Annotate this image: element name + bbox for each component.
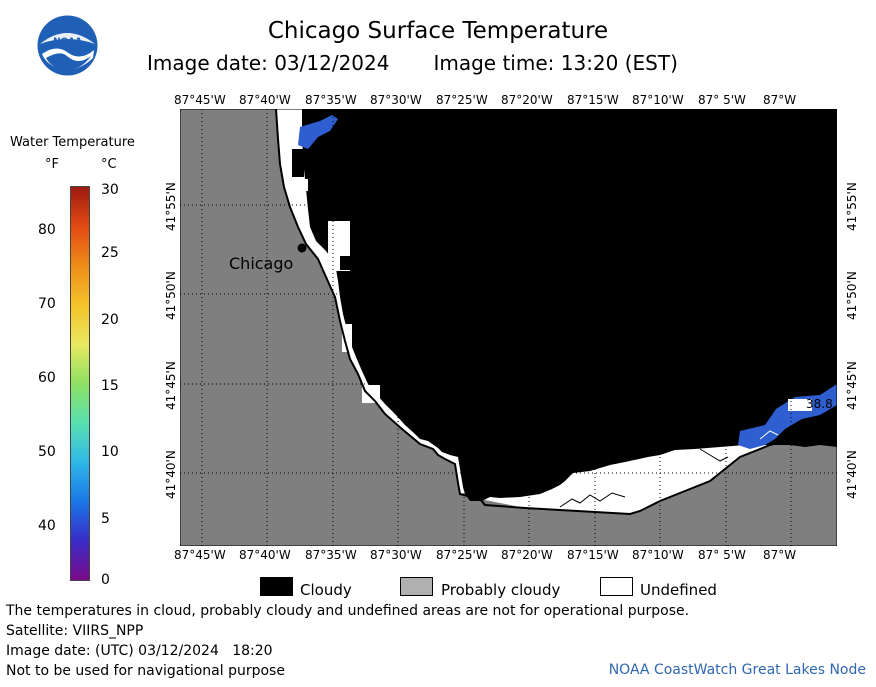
navigation-warning: Not to be used for navigational purpose [6,663,285,679]
longitude-label-bottom: 87°25'W [436,548,488,562]
longitude-label-top: 87°15'W [567,93,619,107]
longitude-label-top: 87°35'W [305,93,357,107]
water-pixels-east [738,384,837,449]
latitude-label-right: 41°55'N [845,182,859,231]
longitude-label-top: 87°30'W [370,93,422,107]
longitude-label-bottom: 87°15'W [567,548,619,562]
shoreline [275,109,837,516]
color-scale-bar [70,186,90,581]
latitude-label-right: 41°50'N [845,271,859,320]
longitude-label-bottom: 87°20'W [501,548,553,562]
legend-label-probably-cloudy: Probably cloudy [441,581,561,599]
temperature-value-label: 38.8 [806,397,833,411]
latitude-label-left: 41°40'N [164,450,178,499]
temperature-map: Chicago 38.8 [180,109,837,546]
longitude-label-top: 87° 5'W [698,93,746,107]
latitude-label-left: 41°55'N [164,182,178,231]
longitude-label-bottom: 87°40'W [239,548,291,562]
utc-date-text: Image date: (UTC) 03/12/2024 18:20 [6,643,273,659]
longitude-label-top: 87°45'W [174,93,226,107]
colorbar-f-tick: 70 [38,296,56,312]
satellite-text: Satellite: VIIRS_NPP [6,623,144,639]
legend-swatch-probably-cloudy [400,577,433,596]
latitude-label-right: 41°45'N [845,361,859,410]
noaa-logo-text: NOAA [53,37,82,47]
latitude-label-left: 41°45'N [164,361,178,410]
colorbar-f-tick: 40 [38,518,56,534]
latitude-label-right: 41°40'N [845,450,859,499]
legend-swatch-cloudy [260,577,293,596]
colorbar-f-tick: 60 [38,370,56,386]
water-pixels-north [298,115,338,149]
colorbar-f-tick: 80 [38,222,56,238]
latitude-label-left: 41°50'N [164,271,178,320]
legend-label-undefined: Undefined [640,581,717,599]
image-time: Image time: 13:20 (EST) [433,51,678,75]
colorbar-c-tick: 20 [101,312,119,328]
colorbar-title: Water Temperature [10,135,135,150]
longitude-label-bottom: 87°10'W [632,548,684,562]
cloud-area [302,109,837,501]
colorbar-c-tick: 15 [101,378,119,394]
longitude-label-bottom: 87° 5'W [698,548,746,562]
colorbar-c-tick: 25 [101,245,119,261]
unit-fahrenheit: °F [45,157,59,172]
longitude-label-top: 87°20'W [501,93,553,107]
colorbar-f-tick: 50 [38,444,56,460]
colorbar-c-tick: 5 [101,511,110,527]
colorbar-c-tick: 30 [101,182,119,198]
graticule [180,109,837,546]
longitude-label-bottom: 87°45'W [174,548,226,562]
chicago-label: Chicago [229,254,293,273]
image-date: Image date: 03/12/2024 [147,51,390,75]
noaa-logo-icon: NOAA [37,15,98,76]
longitude-label-top: 87°40'W [239,93,291,107]
longitude-label-bottom: 87°30'W [370,548,422,562]
page-title: Chicago Surface Temperature [267,18,609,44]
colorbar-c-tick: 10 [101,444,119,460]
longitude-label-top: 87°10'W [632,93,684,107]
image-date-time: Image date: 03/12/2024 Image time: 13:20 … [147,51,678,75]
legend-label-cloudy: Cloudy [300,581,352,599]
colorbar-c-tick: 0 [101,572,110,588]
credit-text: NOAA CoastWatch Great Lakes Node [608,662,866,678]
unit-celsius: °C [101,157,117,172]
chicago-marker [297,243,307,253]
disclaimer-text: The temperatures in cloud, probably clou… [6,603,690,619]
longitude-label-bottom: 87°35'W [305,548,357,562]
longitude-label-top: 87°W [763,93,797,107]
legend-swatch-undefined [600,577,633,596]
longitude-label-bottom: 87°W [763,548,797,562]
longitude-label-top: 87°25'W [436,93,488,107]
